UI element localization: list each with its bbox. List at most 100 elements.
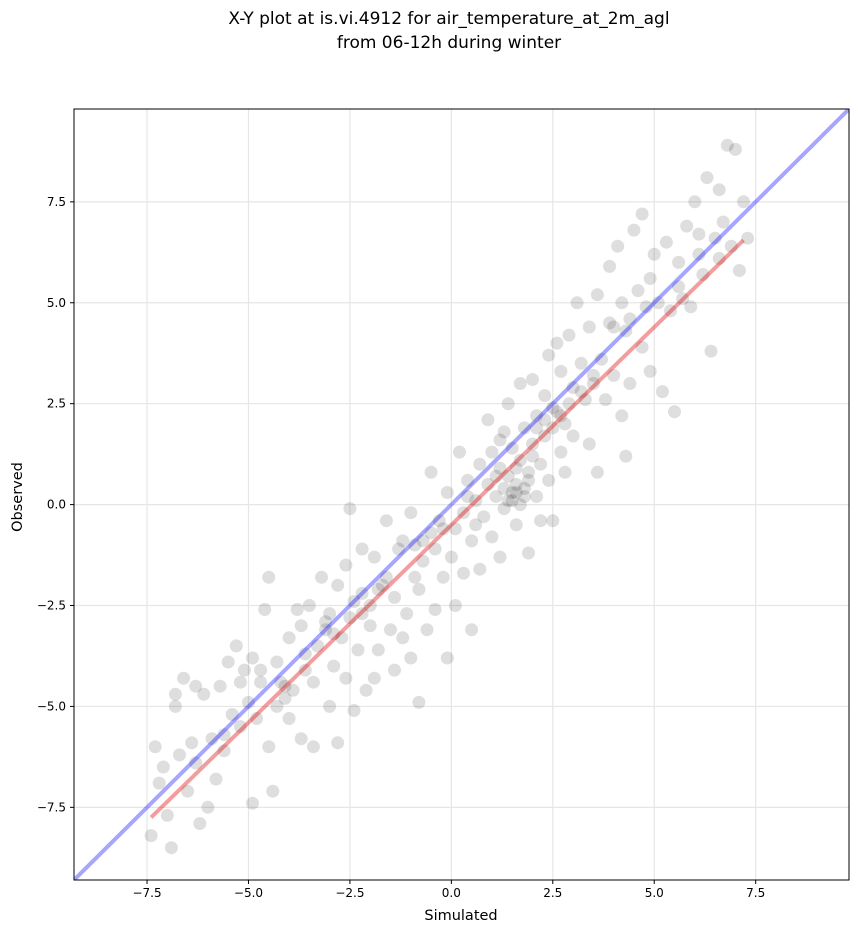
scatter-point <box>282 712 296 725</box>
scatter-point <box>509 477 523 491</box>
scatter-point <box>258 603 272 616</box>
scatter-point <box>546 421 560 435</box>
scatter-point <box>737 195 750 209</box>
scatter-point <box>684 300 698 314</box>
scatter-point <box>355 542 369 556</box>
scatter-point <box>619 324 633 338</box>
scatter-point <box>242 695 255 709</box>
scatter-point <box>327 627 341 641</box>
scatter-point <box>481 477 495 491</box>
scatter-point <box>664 304 677 318</box>
scatter-point <box>570 296 584 310</box>
scatter-point <box>586 368 600 382</box>
scatter-point <box>319 615 333 629</box>
scatter-point <box>615 296 629 310</box>
scatter-point <box>278 691 292 705</box>
plot-area-frame <box>73 108 850 881</box>
scatter-point <box>728 142 742 156</box>
scatter-point <box>302 599 316 612</box>
x-tick-label: 5.0 <box>645 886 664 900</box>
scatter-point <box>676 292 690 306</box>
scatter-point <box>355 586 369 600</box>
scatter-point <box>542 348 556 362</box>
scatter-point <box>379 514 393 528</box>
scatter-point <box>590 465 604 479</box>
scatter-point <box>469 518 483 532</box>
scatter-point <box>363 599 377 612</box>
scatter-point <box>623 312 637 326</box>
y-axis-label: Observed <box>10 462 26 532</box>
scatter-point <box>428 603 442 616</box>
scatter-point <box>351 643 365 657</box>
scatter-point <box>509 486 523 499</box>
axis-ticks: −7.5 −5.0 −2.5 0.0 2.5 5.0 7.5 −7.5 −5.0 −2.5 0.0 2… <box>37 195 765 900</box>
scatter-point <box>371 643 385 657</box>
scatter-point <box>201 800 215 814</box>
scatter-point <box>517 490 531 503</box>
scatter-point <box>566 429 580 443</box>
scatter-point <box>294 619 308 633</box>
scatter-point <box>432 514 446 528</box>
scatter-point <box>298 647 312 661</box>
scatter-point <box>205 732 219 746</box>
scatter-point <box>270 655 284 669</box>
scatter-point <box>505 486 519 499</box>
scatter-points <box>144 138 755 855</box>
scatter-point <box>392 542 406 556</box>
scatter-point <box>558 465 572 479</box>
scatter-point <box>412 695 426 709</box>
scatter-point <box>741 231 755 245</box>
scatter-point <box>680 219 694 233</box>
scatter-point <box>254 663 268 677</box>
scatter-point <box>371 582 385 596</box>
scatter-point <box>282 631 296 645</box>
scatter-point <box>517 481 531 495</box>
scatter-point <box>538 429 552 443</box>
scatter-point <box>526 449 539 463</box>
chart-title-line-1: X-Y plot at is.vi.4912 for air_temperatu… <box>228 9 669 29</box>
scatter-point <box>327 659 341 673</box>
scatter-point <box>513 453 527 467</box>
scatter-point <box>335 631 349 645</box>
x-tick-label: −7.5 <box>132 886 161 900</box>
scatter-point <box>408 538 422 552</box>
scatter-point <box>574 385 588 399</box>
scatter-point <box>558 417 572 431</box>
scatter-point <box>704 344 718 358</box>
scatter-point <box>489 469 503 483</box>
scatter-point <box>396 631 410 645</box>
scatter-point <box>562 397 576 411</box>
scatter-point <box>384 623 397 637</box>
scatter-point <box>339 558 353 572</box>
scatter-point <box>651 296 665 310</box>
scatter-point <box>501 469 515 483</box>
scatter-point <box>562 328 576 342</box>
scatter-point <box>290 603 304 616</box>
scatter-point <box>542 473 556 487</box>
scatter-point <box>668 405 681 419</box>
scatter-point <box>493 461 507 475</box>
scatter-point <box>530 409 544 423</box>
scatter-point <box>359 683 373 697</box>
scatter-point <box>396 534 410 548</box>
scatter-point <box>408 570 422 584</box>
scatter-point <box>526 437 539 451</box>
gridlines <box>74 109 849 880</box>
scatter-point <box>347 704 361 717</box>
y-tick-label: −7.5 <box>37 800 66 814</box>
scatter-point <box>550 336 564 350</box>
scatter-point <box>323 607 337 621</box>
scatter-point <box>213 679 227 693</box>
scatter-point <box>448 599 462 612</box>
x-tick-label: −2.5 <box>335 886 364 900</box>
scatter-point <box>477 510 491 524</box>
scatter-point <box>489 490 503 503</box>
scatter-point <box>189 679 203 693</box>
scatter-point <box>497 481 511 495</box>
scatter-point <box>639 300 653 314</box>
scatter-point <box>444 550 458 564</box>
scatter-point <box>416 554 430 568</box>
scatter-point <box>233 675 247 689</box>
y-tick-label: 0.0 <box>47 498 66 512</box>
scatter-point <box>229 639 243 653</box>
